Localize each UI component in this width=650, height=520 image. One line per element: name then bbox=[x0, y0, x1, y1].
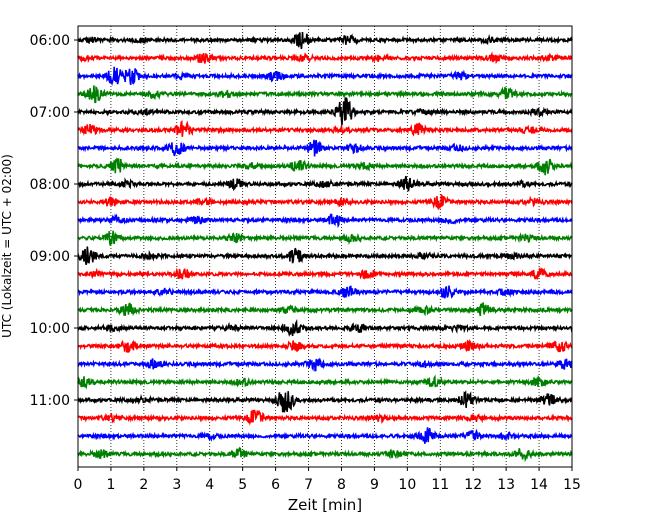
trace-06:00 bbox=[77, 32, 573, 49]
trace-11:30 bbox=[77, 427, 573, 444]
x-tick-label: 14 bbox=[530, 477, 548, 493]
trace-06:45 bbox=[77, 85, 573, 104]
trace-09:45 bbox=[77, 301, 573, 317]
trace-08:00 bbox=[77, 175, 573, 192]
x-tick-label: 15 bbox=[563, 477, 581, 493]
trace-06:30 bbox=[77, 66, 573, 86]
trace-10:30 bbox=[77, 357, 573, 372]
y-tick-label: 06:00 bbox=[30, 33, 70, 49]
x-tick-label: 6 bbox=[271, 477, 280, 493]
trace-07:00 bbox=[77, 97, 573, 126]
y-tick-label: 10:00 bbox=[30, 321, 70, 337]
x-tick-label: 3 bbox=[172, 477, 181, 493]
x-tick-label: 13 bbox=[497, 477, 515, 493]
x-axis-ticks: 0 1 2 3 4 5 6 7 8 9 10 11 12 13 14 15 bbox=[74, 467, 581, 493]
trace-09:00 bbox=[77, 246, 573, 265]
trace-09:15 bbox=[77, 266, 573, 280]
trace-10:45 bbox=[77, 374, 573, 390]
trace-08:45 bbox=[77, 230, 573, 246]
x-tick-label: 2 bbox=[139, 477, 148, 493]
trace-08:15 bbox=[77, 193, 573, 211]
trace-07:45 bbox=[77, 157, 573, 176]
x-tick-label: 0 bbox=[74, 477, 83, 493]
y-axis-label: UTC (Lokalzeit = UTC + 02:00) bbox=[0, 154, 14, 338]
trace-07:30 bbox=[77, 139, 573, 157]
y-tick-label: 08:00 bbox=[30, 177, 70, 193]
trace-06:15 bbox=[77, 51, 573, 65]
trace-07:15 bbox=[77, 120, 573, 137]
trace-11:15 bbox=[77, 409, 573, 426]
seismic-traces bbox=[77, 32, 573, 463]
x-axis-label: Zeit [min] bbox=[288, 496, 362, 514]
trace-10:00 bbox=[77, 318, 573, 337]
x-tick-label: 12 bbox=[464, 477, 482, 493]
trace-09:30 bbox=[77, 285, 573, 299]
x-tick-label: 4 bbox=[205, 477, 214, 493]
x-tick-label: 11 bbox=[431, 477, 449, 493]
x-tick-label: 9 bbox=[370, 477, 379, 493]
y-tick-label: 07:00 bbox=[30, 105, 70, 121]
plot-background bbox=[78, 26, 572, 467]
y-tick-label: 09:00 bbox=[30, 249, 70, 265]
trace-08:30 bbox=[77, 213, 573, 229]
x-tick-label: 7 bbox=[304, 477, 313, 493]
y-axis-ticks: 06:00 07:00 08:00 09:00 10:00 11:00 bbox=[30, 33, 78, 409]
x-tick-label: 10 bbox=[398, 477, 416, 493]
x-tick-label: 8 bbox=[337, 477, 346, 493]
trace-10:15 bbox=[77, 338, 573, 353]
trace-11:00 bbox=[77, 389, 573, 413]
x-tick-label: 1 bbox=[106, 477, 115, 493]
trace-11:45 bbox=[77, 446, 573, 463]
plot-frame bbox=[77, 25, 573, 468]
x-tick-label: 5 bbox=[238, 477, 247, 493]
y-tick-label: 11:00 bbox=[30, 393, 70, 409]
